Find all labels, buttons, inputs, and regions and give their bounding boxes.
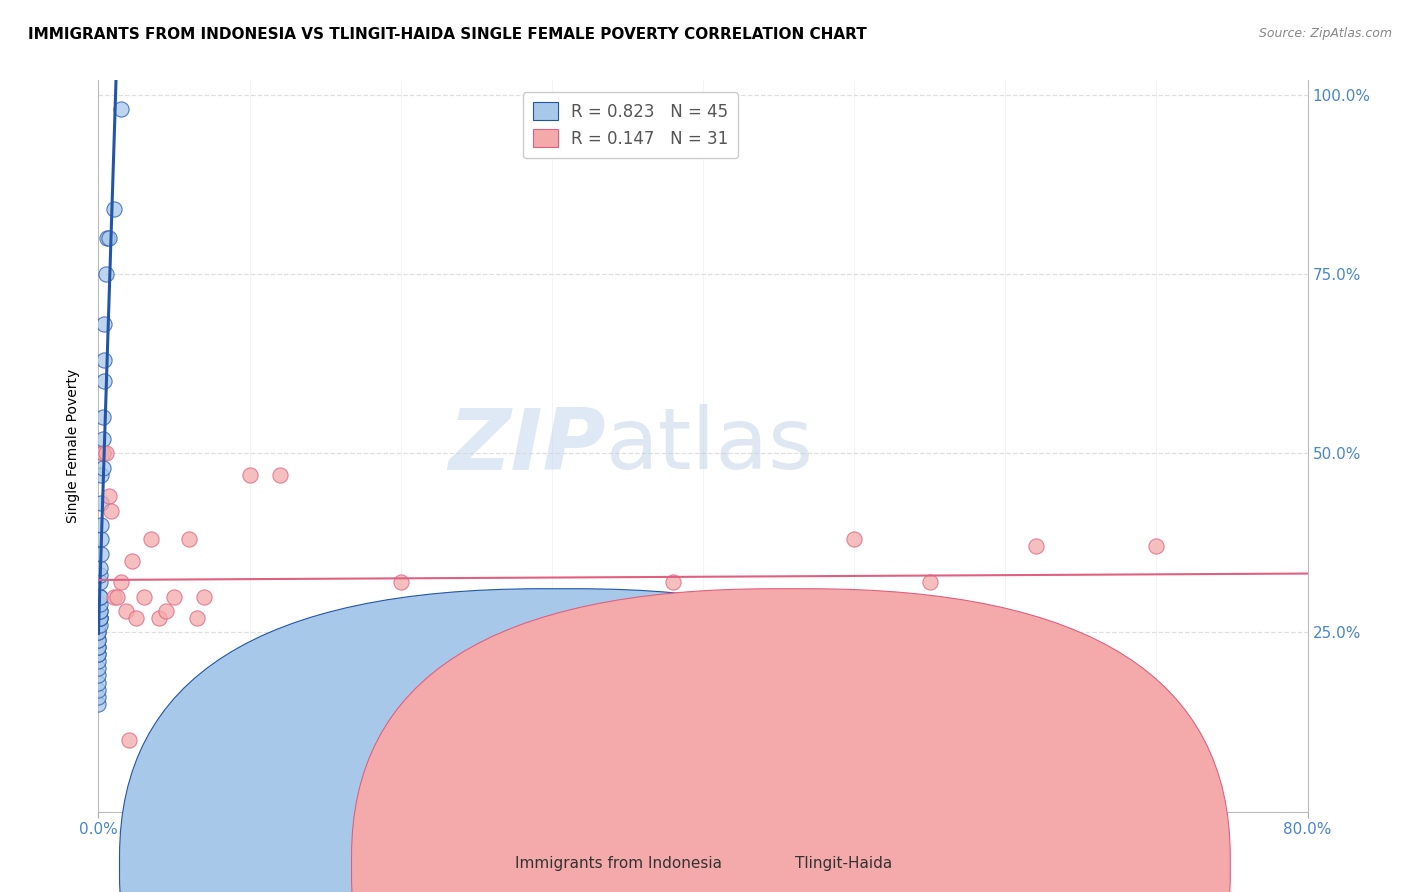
Point [125,611,148,625]
Point [844,533,866,547]
Point [98,231,121,245]
Point [90,467,112,482]
Point [93,375,115,389]
Point [89,575,111,590]
Point [87,697,110,711]
Point [87,668,110,682]
Point [87,640,110,654]
Point [269,467,291,482]
Point [96,231,118,245]
Point [314,675,336,690]
Point [239,467,262,482]
Point [918,575,941,590]
Point [179,533,201,547]
Point [87,690,110,704]
Point [94,267,117,281]
Point [87,625,110,640]
Text: IMMIGRANTS FROM INDONESIA VS TLINGIT-HAIDA SINGLE FEMALE POVERTY CORRELATION CHA: IMMIGRANTS FROM INDONESIA VS TLINGIT-HAI… [28,27,868,42]
Point [98,489,121,503]
Point [90,547,112,561]
Point [87,640,110,654]
Point [89,597,111,611]
Point [661,575,683,590]
Point [94,446,117,460]
Point [89,611,111,625]
Point [110,102,132,116]
Point [89,561,111,575]
Point [89,604,111,618]
Point [87,647,110,661]
Point [121,554,143,568]
Point [89,604,111,618]
Text: Immigrants from Indonesia: Immigrants from Indonesia [515,856,723,871]
Point [186,611,208,625]
Point [114,604,136,618]
Text: ZIP: ZIP [449,404,606,488]
Point [90,533,112,547]
Point [91,410,114,425]
Point [103,590,125,604]
Point [93,317,115,331]
Point [91,460,114,475]
Text: Tlingit-Haida: Tlingit-Haida [794,856,893,871]
Point [163,590,186,604]
Point [89,590,111,604]
Point [87,682,110,697]
Point [105,590,128,604]
Point [90,517,112,532]
Point [141,533,163,547]
Text: atlas: atlas [606,404,814,488]
Point [1144,540,1167,554]
Point [87,675,110,690]
Point [118,733,141,747]
Point [110,575,132,590]
Point [1024,540,1046,554]
Point [87,625,110,640]
Point [89,568,111,582]
Legend: R = 0.823   N = 45, R = 0.147   N = 31: R = 0.823 N = 45, R = 0.147 N = 31 [523,92,738,158]
Point [87,632,110,647]
Point [89,618,111,632]
Text: Source: ZipAtlas.com: Source: ZipAtlas.com [1258,27,1392,40]
Point [90,496,112,510]
Point [89,590,111,604]
Point [540,675,562,690]
Y-axis label: Single Female Poverty: Single Female Poverty [66,369,80,523]
Point [87,647,110,661]
Point [465,604,488,618]
Point [87,661,110,675]
Point [87,618,110,632]
Point [208,697,231,711]
Point [132,590,155,604]
Point [91,446,114,460]
Point [155,604,177,618]
Point [389,575,412,590]
Point [89,611,111,625]
Point [193,590,215,604]
Point [87,632,110,647]
Point [93,353,115,368]
Point [148,611,170,625]
Point [89,611,111,625]
Point [91,446,114,460]
Point [87,654,110,668]
Point [91,432,114,446]
Point [103,202,125,217]
Point [100,503,122,517]
